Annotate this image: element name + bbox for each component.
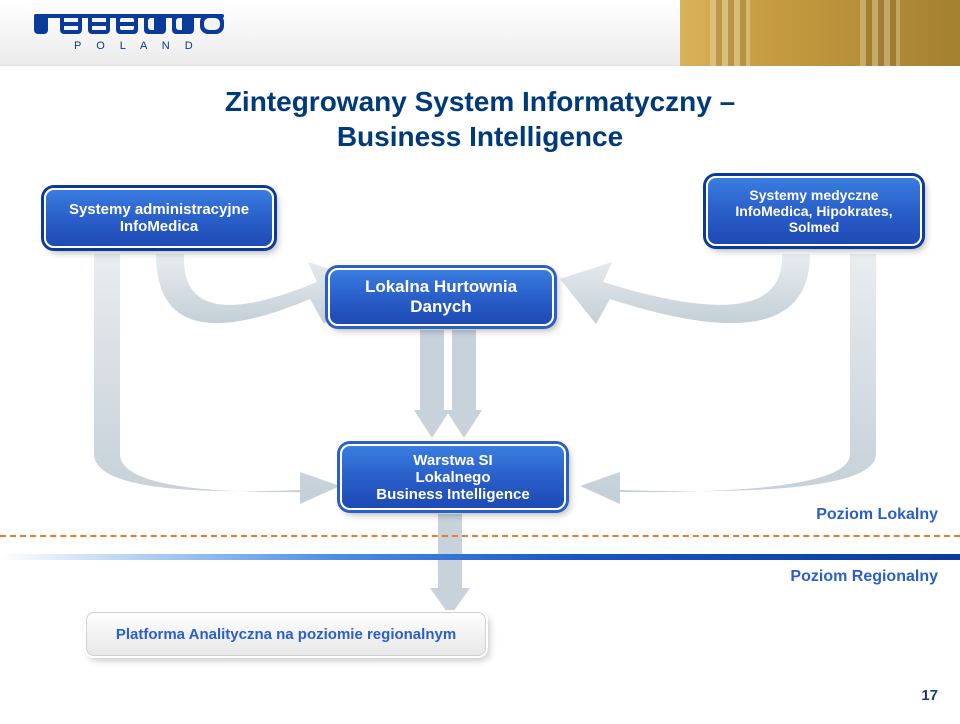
header-decorative-strip (680, 0, 960, 66)
title-line2: Business Intelligence (337, 121, 623, 152)
title-line1: Zintegrowany System Informatyczny – (225, 86, 735, 117)
diagram-area: Systemy administracyjne InfoMedica Syste… (0, 154, 960, 724)
gradient-accent-strip (0, 554, 960, 560)
slide-title: Zintegrowany System Informatyczny – Busi… (0, 84, 960, 154)
node-med-line1: Systemy medyczne (749, 187, 878, 203)
level-divider-dashed (0, 535, 960, 537)
slide-header: P O L A N D (0, 0, 960, 66)
node-med-line2: InfoMedica, Hipokrates, (735, 203, 892, 219)
node-platforma-analityczna: Platforma Analityczna na poziomie region… (86, 612, 486, 656)
label-poziom-regionalny: Poziom Regionalny (790, 568, 938, 586)
node-admin-line1: Systemy administracyjne (69, 201, 249, 218)
node-hurt-line2: Danych (410, 297, 471, 316)
node-systemy-administracyjne: Systemy administracyjne InfoMedica (44, 188, 274, 248)
node-hurt-line1: Lokalna Hurtownia (365, 277, 517, 296)
page-number: 17 (921, 687, 938, 704)
node-admin-line2: InfoMedica (120, 218, 198, 235)
logo-subtext: P O L A N D (74, 40, 199, 52)
node-med-line3: Solmed (789, 219, 840, 235)
node-warstwa-si: Warstwa SI Lokalnego Business Intelligen… (340, 444, 566, 510)
node-lokalna-hurtownia: Lokalna Hurtownia Danych (328, 268, 554, 326)
node-si-line2: Lokalnego (415, 469, 490, 486)
node-systemy-medyczne: Systemy medyczne InfoMedica, Hipokrates,… (706, 176, 922, 246)
node-si-line1: Warstwa SI (413, 452, 492, 469)
node-plat-line1: Platforma Analityczna na poziomie region… (116, 626, 456, 643)
logo-asseco (34, 8, 234, 38)
label-poziom-lokalny: Poziom Lokalny (816, 506, 938, 524)
node-si-line3: Business Intelligence (376, 486, 529, 503)
